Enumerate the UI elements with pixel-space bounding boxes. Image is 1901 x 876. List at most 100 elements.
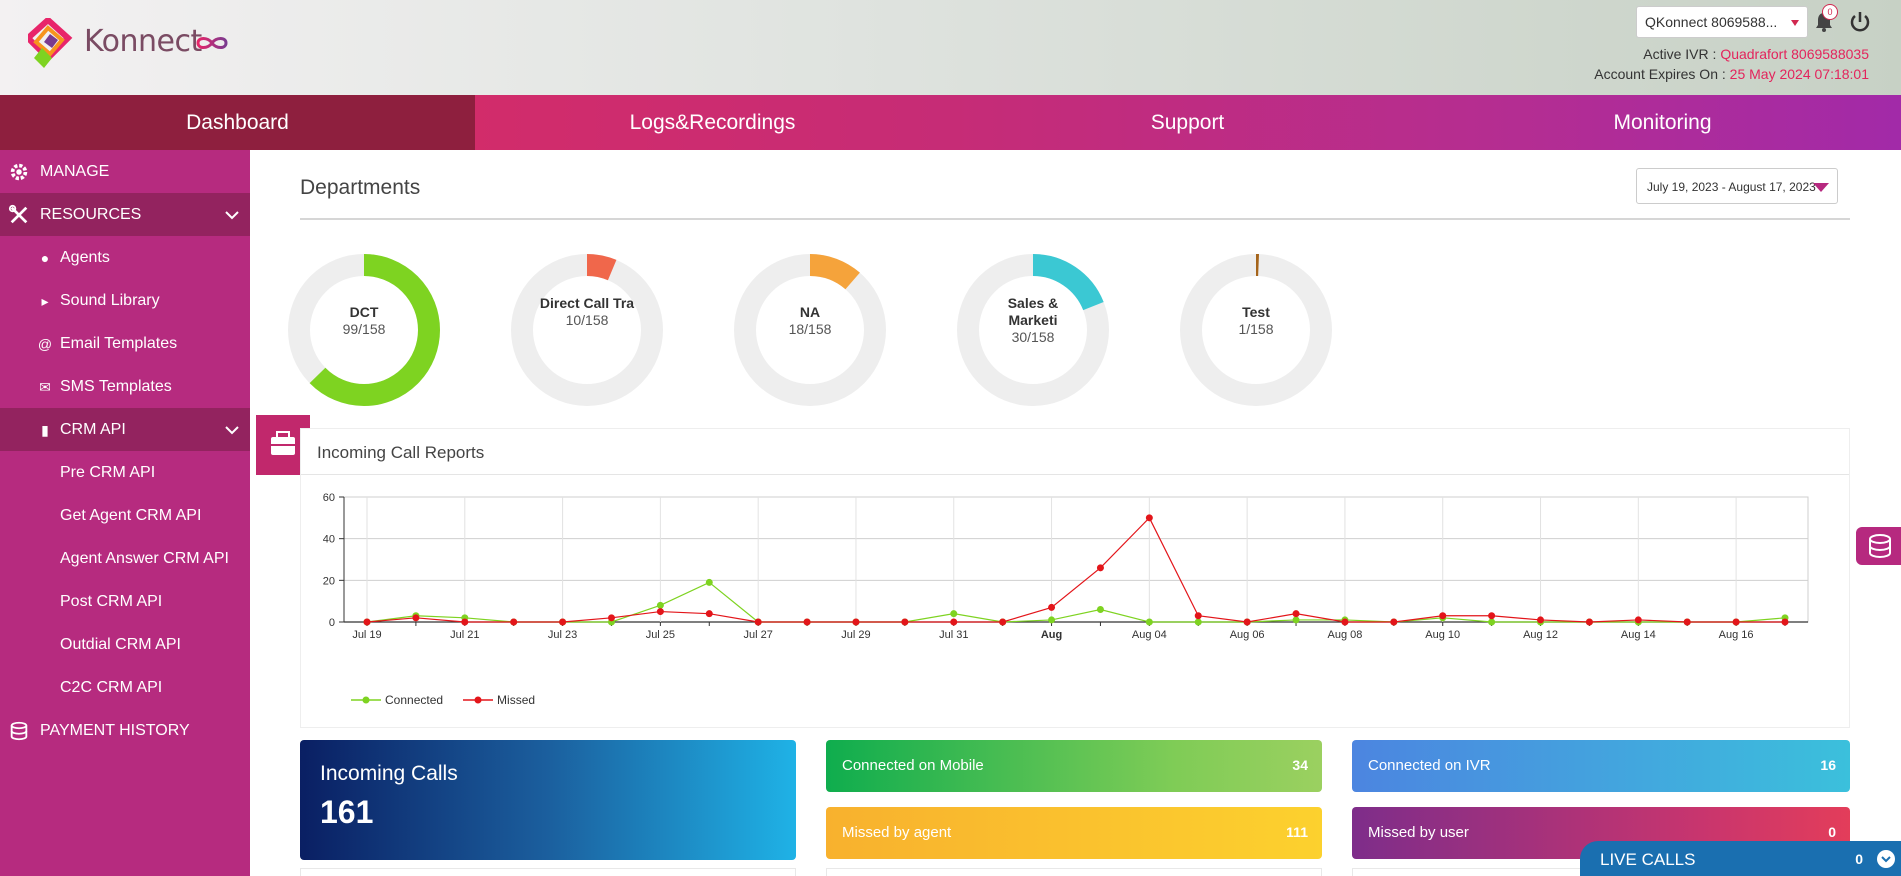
data-point-missed: [1048, 603, 1056, 611]
sidebar-item-agent-answer-crm-api[interactable]: Agent Answer CRM API: [60, 549, 229, 567]
donut-slice: [734, 254, 886, 406]
sidebar-label-email-templates: Email Templates: [60, 334, 178, 352]
sidebar-label-manage: MANAGE: [40, 162, 110, 180]
active-ivr: Active IVR : Quadrafort 8069588035: [1643, 46, 1869, 62]
divider: [300, 218, 1850, 220]
missed-agent-value: 111: [1286, 824, 1308, 840]
data-point-missed: [1488, 612, 1496, 620]
chevron-down-icon: [225, 426, 239, 435]
data-point-missed: [1390, 618, 1398, 626]
donut-label: DCT 99/158: [314, 304, 414, 338]
legend-connected[interactable]: Connected: [351, 693, 443, 707]
donut-slice: [1180, 254, 1332, 406]
x-tick-label: Jul 21: [450, 629, 479, 641]
plot-frame: [343, 496, 1809, 623]
department-donut[interactable]: Direct Call Tra 10/158: [507, 250, 667, 410]
data-point-missed: [607, 614, 615, 622]
data-point-connected: [950, 610, 958, 618]
data-point-connected: [1145, 618, 1153, 626]
legend-connected-swatch: [351, 696, 381, 704]
missed-agent-card[interactable]: Missed by agent 111: [826, 807, 1322, 859]
live-calls-label: LIVE CALLS: [1600, 850, 1696, 869]
legend-missed[interactable]: Missed: [463, 693, 535, 707]
main-content: Departments July 19, 2023 - August 17, 2…: [250, 150, 1901, 876]
donut-label: Sales & Marketi 30/158: [983, 295, 1083, 346]
data-point-missed: [510, 618, 518, 626]
data-point-missed: [754, 618, 762, 626]
data-point-missed: [1781, 618, 1789, 626]
nav-monitoring[interactable]: Monitoring: [1613, 110, 1712, 134]
speaker-icon: ▸: [41, 293, 49, 309]
nav-support[interactable]: Support: [1150, 110, 1225, 134]
caret-down-icon: [1813, 183, 1829, 192]
sidebar-item-sms-templates[interactable]: ✉ SMS Templates: [0, 365, 250, 408]
infinity-icon: [196, 37, 228, 49]
divider: [301, 474, 1849, 475]
connected-mobile-card[interactable]: Connected on Mobile 34: [826, 740, 1322, 792]
data-point-connected: [1488, 618, 1496, 626]
donut-label: Direct Call Tra 10/158: [537, 295, 637, 329]
data-point-missed: [950, 618, 958, 626]
department-count: 1/158: [1238, 321, 1274, 337]
legend-connected-label: Connected: [385, 693, 444, 707]
sidebar-item-sound-library[interactable]: ▸ Sound Library: [0, 279, 250, 322]
sidebar-item-crm-api[interactable]: ▮ CRM API: [0, 408, 250, 451]
x-tick-label: Aug 06: [1230, 629, 1265, 641]
donut-label: NA 18/158: [760, 304, 860, 338]
sidebar-item-payment-history[interactable]: PAYMENT HISTORY: [0, 709, 250, 752]
donut-slice: [288, 254, 440, 406]
connected-ivr-card[interactable]: Connected on IVR 16: [1352, 740, 1850, 792]
department-donut[interactable]: Test 1/158: [1176, 250, 1336, 410]
nav-dashboard[interactable]: Dashboard: [0, 95, 475, 150]
sidebar-label-sound-library: Sound Library: [60, 291, 160, 309]
sidebar-item-email-templates[interactable]: @ Email Templates: [0, 322, 250, 365]
account-expiry: Account Expires On : 25 May 2024 07:18:0…: [1594, 66, 1869, 82]
x-tick-label: Aug 08: [1327, 629, 1362, 641]
x-tick-label: Jul 31: [939, 629, 968, 641]
data-point-missed: [656, 608, 664, 616]
konnect-logo[interactable]: Konnect: [23, 15, 238, 72]
data-point-missed: [1732, 618, 1740, 626]
sidebar-item-agents[interactable]: ● Agents: [0, 236, 250, 279]
live-calls-bar[interactable]: LIVE CALLS 0: [1580, 841, 1901, 876]
power-icon[interactable]: [1848, 10, 1872, 34]
data-point-missed: [705, 610, 713, 618]
sidebar-item-post-crm-api[interactable]: Post CRM API: [60, 592, 163, 610]
sidebar-label-sms-templates: SMS Templates: [60, 377, 172, 395]
connected-mobile-value: 34: [1292, 757, 1308, 773]
sidebar-item-resources[interactable]: RESOURCES: [0, 193, 250, 236]
chevron-down-icon: [225, 211, 239, 220]
x-tick-label: Aug 16: [1719, 629, 1754, 641]
missed-user-label: Missed by user: [1368, 824, 1469, 841]
toolbox-icon: [271, 431, 295, 455]
x-tick-label: Jul 25: [646, 629, 675, 641]
sidebar-item-outdial-crm-api[interactable]: Outdial CRM API: [60, 635, 181, 653]
x-tick-label: Aug: [1041, 629, 1062, 641]
chevron-down-icon[interactable]: [1877, 850, 1895, 868]
department-donut[interactable]: NA 18/158: [730, 250, 890, 410]
date-range-picker[interactable]: July 19, 2023 - August 17, 2023: [1636, 168, 1838, 204]
department-donut[interactable]: Sales & Marketi 30/158: [953, 250, 1113, 410]
sidebar-item-c2c-crm-api[interactable]: C2C CRM API: [60, 678, 163, 696]
legend-missed-swatch: [463, 696, 494, 704]
sidebar-item-pre-crm-api[interactable]: Pre CRM API: [60, 463, 156, 481]
sidebar-item-manage[interactable]: MANAGE: [0, 150, 250, 193]
nav-logs-recordings[interactable]: Logs&Recordings: [629, 110, 796, 134]
sidebar-item-get-agent-crm-api[interactable]: Get Agent CRM API: [60, 506, 202, 524]
incoming-calls-card[interactable]: Incoming Calls 161: [300, 740, 796, 860]
data-point-connected: [1194, 618, 1202, 626]
department-name: Direct Call Tra: [539, 295, 635, 311]
account-selector[interactable]: QKonnect 8069588...: [1636, 6, 1808, 38]
connected-mobile-label: Connected on Mobile: [842, 757, 984, 774]
x-tick-label: Aug 04: [1132, 629, 1167, 641]
sidebar-label-payment-history: PAYMENT HISTORY: [40, 721, 190, 739]
coins-icon: [1869, 534, 1891, 558]
coins-icon: [10, 721, 28, 741]
active-ivr-label: Active IVR :: [1643, 46, 1717, 62]
sidebar-label-crm-api: CRM API: [60, 420, 126, 438]
department-donut[interactable]: DCT 99/158: [284, 250, 444, 410]
expires-value: 25 May 2024 07:18:01: [1729, 66, 1869, 82]
side-coins-button[interactable]: [1856, 527, 1901, 565]
account-selector-value: QKonnect 8069588...: [1645, 14, 1778, 30]
x-tick-label: Jul 27: [743, 629, 772, 641]
